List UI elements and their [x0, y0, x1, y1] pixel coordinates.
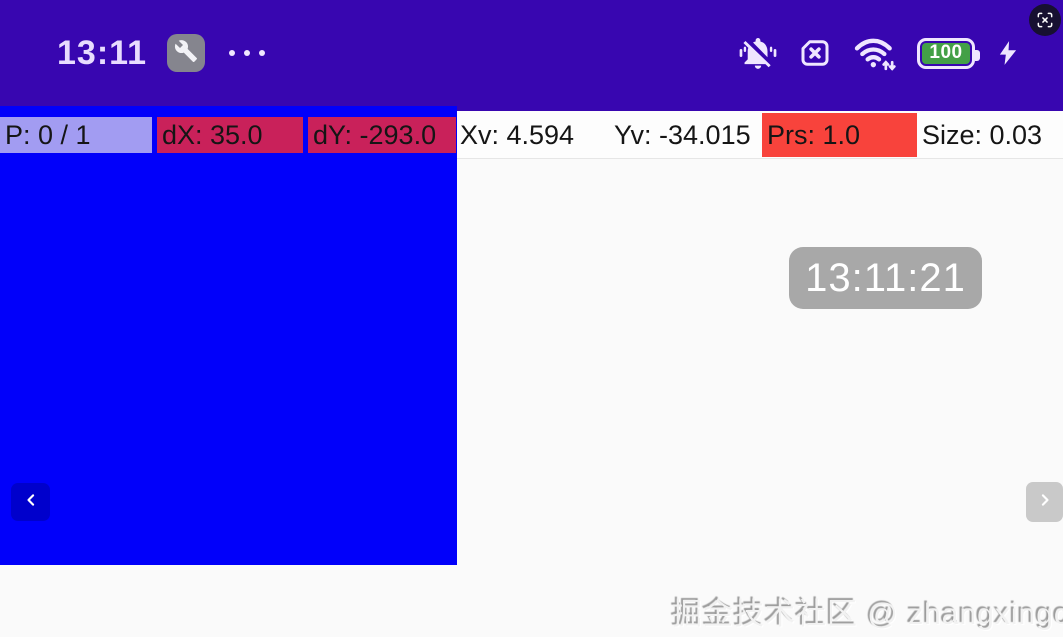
stat-pressure: Prs: 1.0 — [762, 113, 917, 157]
stat-size: Size: 0.03 — [922, 120, 1043, 150]
battery-indicator: 100 — [917, 37, 980, 69]
battery-level: 100 — [929, 42, 963, 63]
next-button[interactable] — [1026, 482, 1063, 522]
stats-row-background — [457, 111, 1063, 159]
notifications-off-icon — [739, 34, 777, 72]
charging-bolt-icon — [995, 38, 1021, 68]
wifi-icon — [853, 33, 897, 73]
status-bar-left: 13:11 — [57, 0, 266, 106]
wrench-notification-tile — [167, 34, 206, 72]
stat-x-velocity: Xv: 4.594 — [460, 120, 575, 150]
stat-delta-x: dX: 35.0 — [157, 117, 303, 153]
chevron-left-icon — [21, 490, 41, 515]
status-clock: 13:11 — [57, 33, 148, 72]
status-bar: 13:11 — [0, 0, 1063, 111]
no-sim-icon — [797, 35, 833, 71]
wrench-icon — [174, 39, 198, 68]
watermark: 掘金技术社区 @ zhangxingchao — [672, 598, 1063, 631]
stat-delta-y: dY: -293.0 — [308, 117, 456, 153]
prev-button[interactable] — [11, 483, 50, 521]
screenshot-capture-button[interactable] — [1029, 4, 1061, 36]
chevron-right-icon — [1035, 490, 1055, 515]
battery-fill — [922, 42, 970, 64]
overflow-dots-icon — [229, 50, 266, 56]
battery-terminal — [975, 49, 980, 61]
status-bar-right: 100 — [739, 0, 1021, 106]
stat-pointer-count: P: 0 / 1 — [0, 117, 152, 153]
time-badge: 13:11:21 — [789, 247, 982, 309]
touch-canvas[interactable] — [0, 106, 457, 565]
stat-y-velocity: Yv: -34.015 — [614, 120, 751, 150]
